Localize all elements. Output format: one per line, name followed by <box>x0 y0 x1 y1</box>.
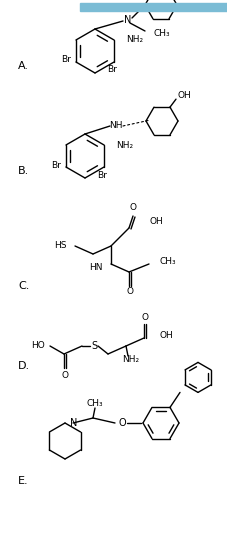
Text: OH: OH <box>149 217 163 227</box>
Text: Br: Br <box>51 161 61 169</box>
Text: HO: HO <box>31 341 45 351</box>
Bar <box>80 3 227 11</box>
Text: OH: OH <box>177 91 191 100</box>
Text: HS: HS <box>54 241 67 250</box>
Text: Br: Br <box>97 170 107 180</box>
Text: NH₂: NH₂ <box>122 355 140 365</box>
Text: HN: HN <box>89 263 103 273</box>
Text: O: O <box>129 203 136 213</box>
Text: O: O <box>141 313 148 322</box>
Text: B.: B. <box>18 166 29 176</box>
Text: Br: Br <box>107 65 117 75</box>
Text: O: O <box>62 371 69 379</box>
Text: N: N <box>70 418 77 428</box>
Text: CH₃: CH₃ <box>159 258 176 267</box>
Text: D.: D. <box>18 361 30 371</box>
Text: Br: Br <box>61 56 71 64</box>
Text: OH: OH <box>160 332 174 340</box>
Text: CH₃: CH₃ <box>153 29 170 37</box>
Text: C.: C. <box>18 281 29 291</box>
Text: S: S <box>91 341 97 351</box>
Text: N: N <box>124 15 132 25</box>
Text: O: O <box>118 418 126 428</box>
Text: NH₂: NH₂ <box>126 36 143 44</box>
Text: CH₃: CH₃ <box>87 399 103 408</box>
Text: O: O <box>126 287 133 296</box>
Text: NH: NH <box>109 121 123 129</box>
Text: A.: A. <box>18 61 29 71</box>
Text: NH₂: NH₂ <box>116 141 133 149</box>
Text: E.: E. <box>18 476 29 486</box>
